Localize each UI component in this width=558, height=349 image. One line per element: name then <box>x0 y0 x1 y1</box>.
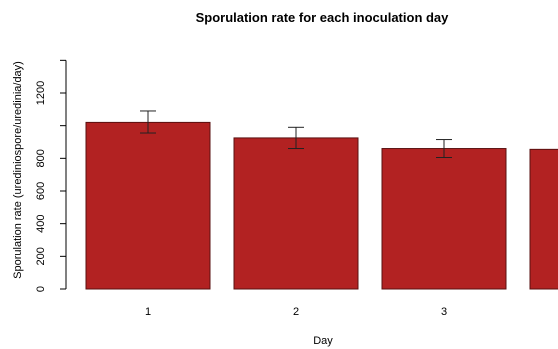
y-axis-label: Sporulation rate (urediniospore/uredinia… <box>12 61 24 279</box>
x-tick-label: 2 <box>293 306 299 318</box>
y-tick-label: 600 <box>35 182 47 200</box>
x-tick-labels: 1234 <box>145 306 447 318</box>
chart-title: Sporulation rate for each inoculation da… <box>196 10 450 25</box>
y-tick-label: 400 <box>35 214 47 232</box>
y-tick-label: 800 <box>35 149 47 167</box>
bar <box>529 148 558 290</box>
bar <box>381 148 507 290</box>
x-tick-label: 3 <box>441 306 447 318</box>
y-tick-label: 200 <box>35 247 47 265</box>
y-tick-label: 1200 <box>35 81 47 105</box>
x-axis-label: Day <box>313 335 333 347</box>
y-tick-label: 0 <box>35 286 47 292</box>
x-tick-label: 1 <box>145 306 151 318</box>
bar <box>85 121 211 290</box>
y-ticks: 0 200 400 600 800 1200 <box>35 59 66 292</box>
bar <box>233 137 359 290</box>
bars <box>85 110 558 290</box>
